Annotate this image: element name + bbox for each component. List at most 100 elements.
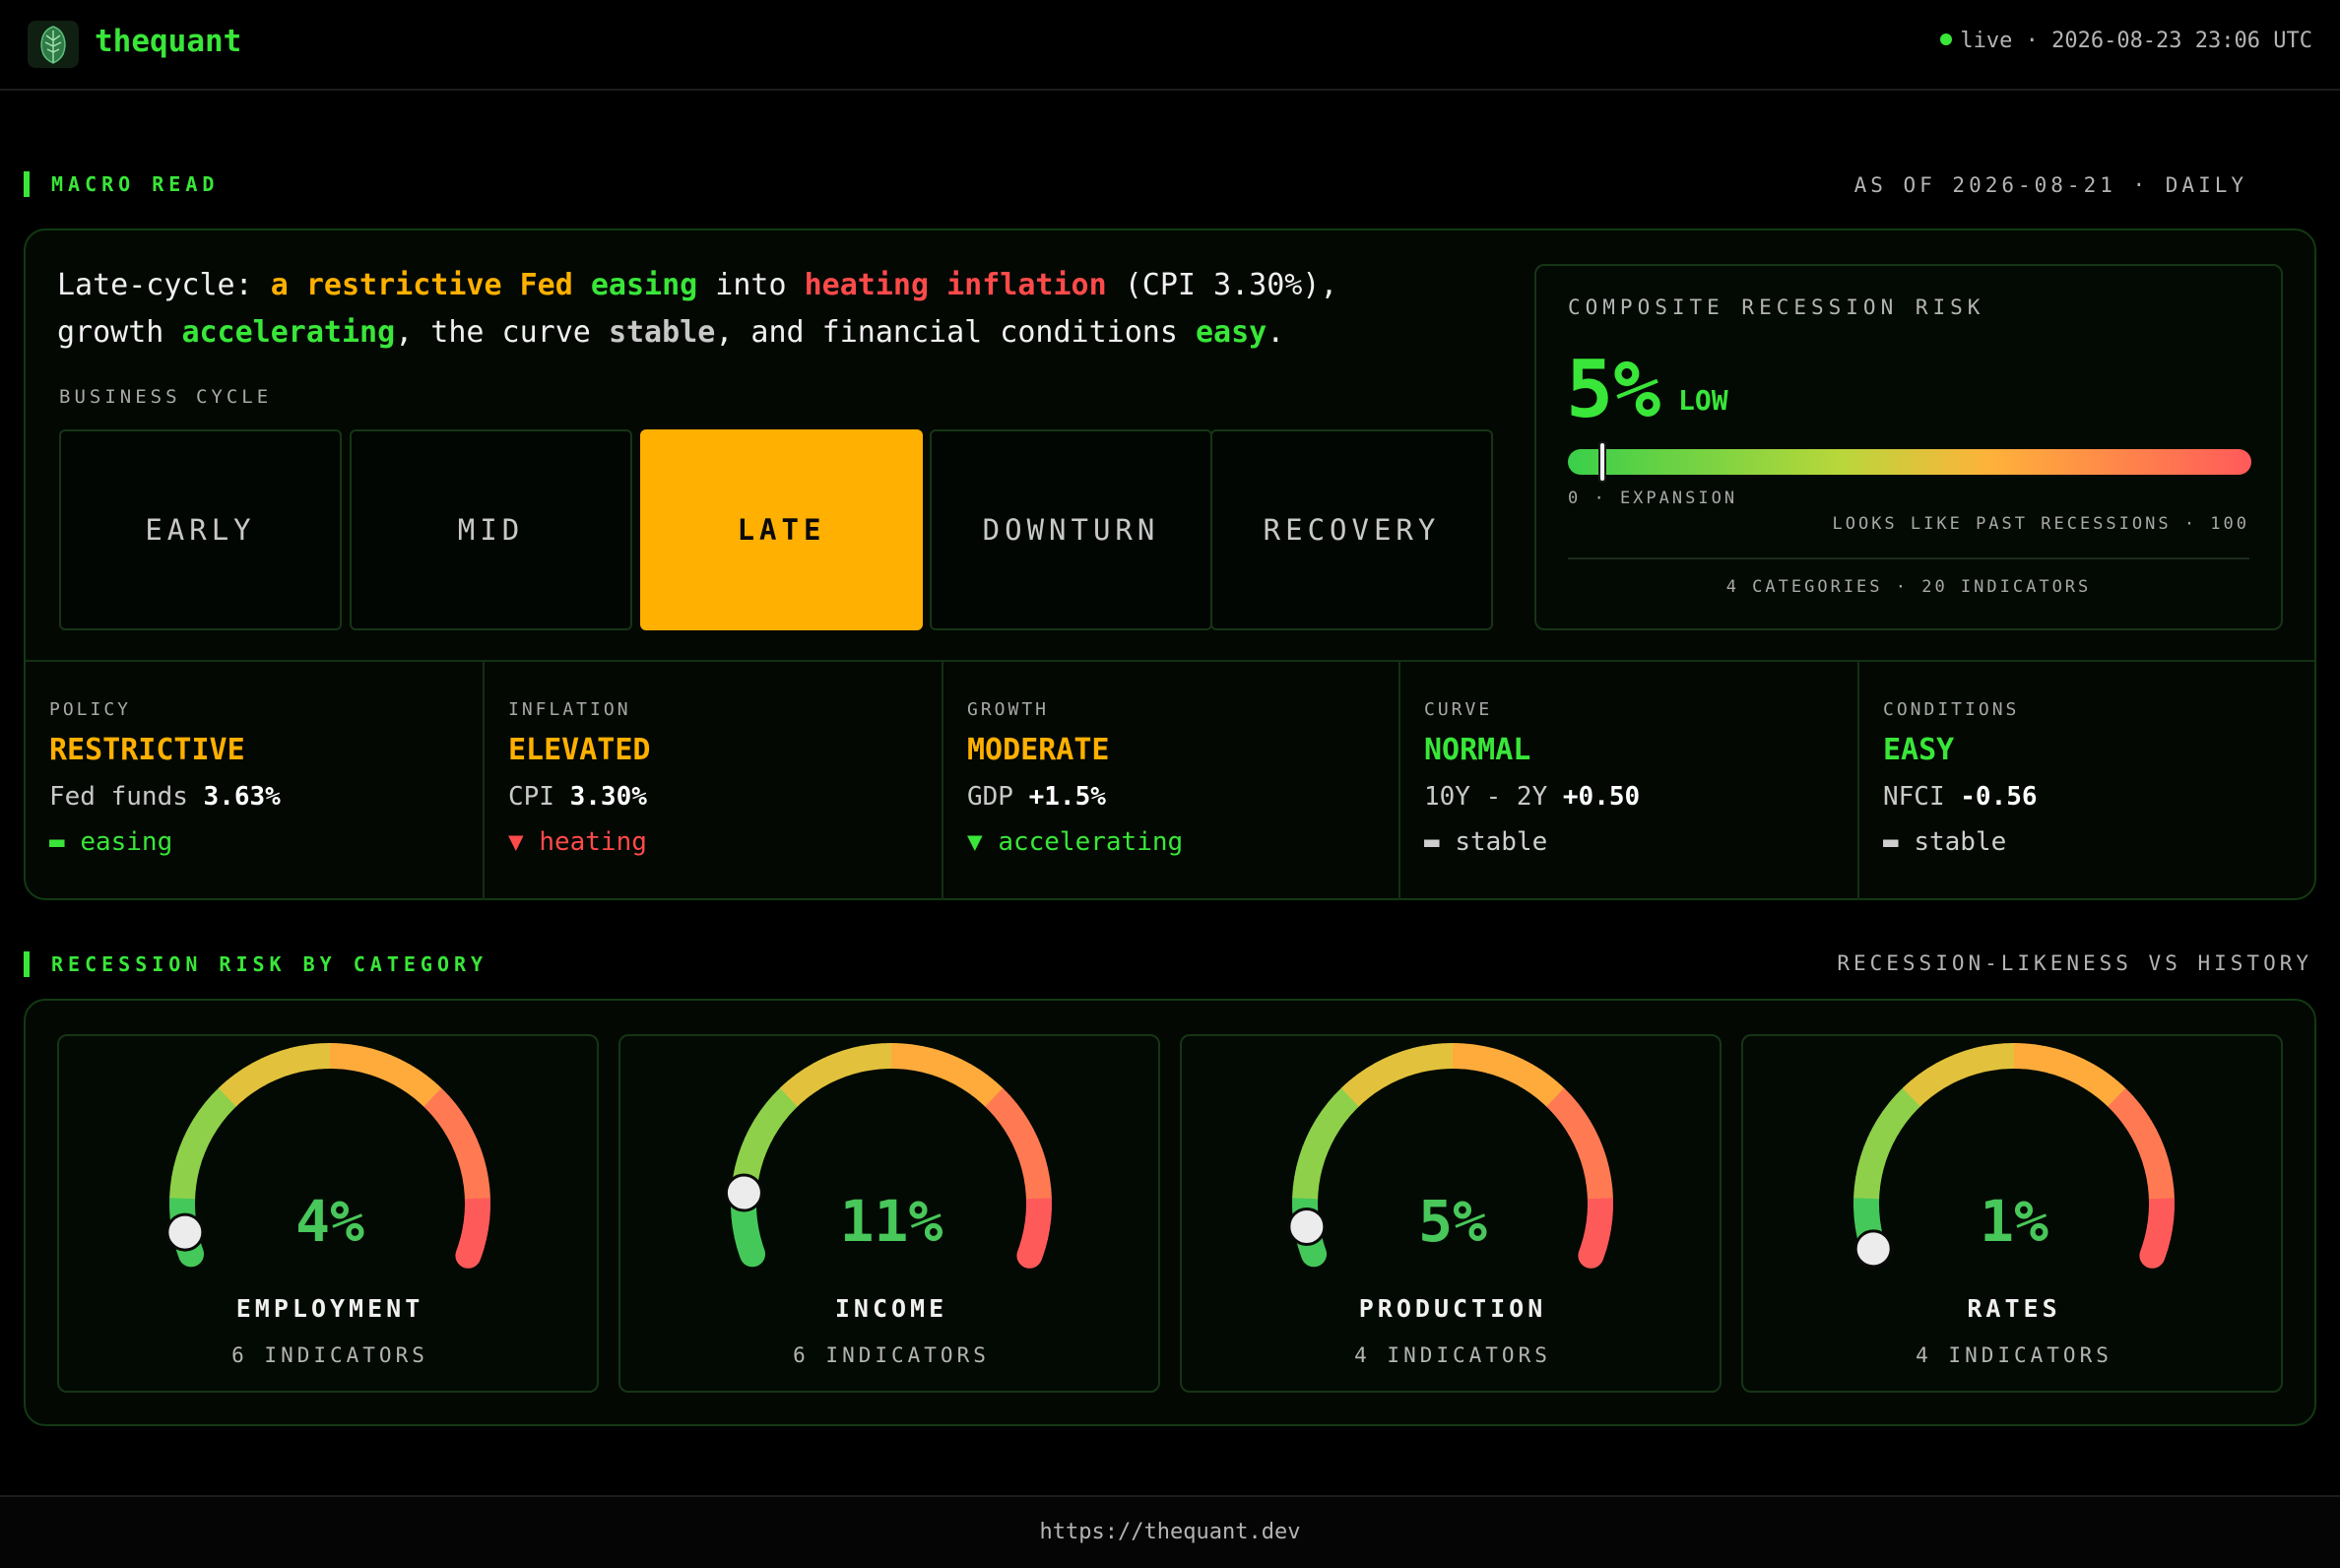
gauge-arc-segment	[2108, 1087, 2134, 1114]
brand-name[interactable]: thequant	[95, 24, 242, 59]
metric-value-line: NFCI -0.56	[1883, 782, 2038, 812]
gauge-arc-segment	[1392, 1050, 1412, 1079]
metric-curve: CURVE NORMAL 10Y - 2Y +0.50 ▬ stable	[1400, 662, 1859, 900]
gauge-arc-segment	[251, 1058, 274, 1086]
gauge-arc-segment	[455, 1232, 485, 1269]
gauge-arc-segment	[1526, 1069, 1550, 1097]
gauge-arc-segment	[371, 1051, 392, 1079]
gauge-arc-segment	[772, 1086, 799, 1113]
gauge-arc-segment	[434, 1103, 463, 1128]
gauge-arc-segment	[1503, 1054, 1525, 1083]
gauge-arc-segment	[2048, 1048, 2066, 1077]
footer: https://thequant.dev	[0, 1495, 2340, 1568]
gauge-arc-segment	[812, 1058, 835, 1086]
gauge-arc-segment	[388, 1059, 411, 1087]
metric-value-line: GDP +1.5%	[967, 782, 1106, 812]
gauge-arc-segment	[2055, 1051, 2076, 1079]
metric-label: INFLATION	[508, 699, 631, 720]
phase-downturn[interactable]: DOWNTURN	[930, 429, 1212, 630]
metric-policy: POLICY RESTRICTIVE Fed funds 3.63% ▬ eas…	[26, 662, 485, 900]
gauge-card-income[interactable]: 11% INCOME 6 INDICATORS	[618, 1034, 1160, 1393]
gauge-arc-segment	[821, 1054, 843, 1082]
gauge-arc-segment	[1855, 1165, 1883, 1182]
summary-text: , and financial conditions	[715, 315, 1196, 350]
gauge-arc-segment	[779, 1079, 806, 1107]
phase-mid[interactable]: MID	[350, 429, 632, 630]
metric-trend: ▬ easing	[49, 827, 172, 857]
footer-url[interactable]: https://thequant.dev	[1039, 1520, 1301, 1544]
gauge-arc-segment	[917, 1045, 934, 1074]
metric-trend: ▬ stable	[1883, 827, 2006, 857]
gauge-arc-segment	[1306, 1127, 1334, 1149]
metric-value-label: 10Y - 2Y	[1424, 782, 1563, 812]
gauge-name: EMPLOYMENT	[235, 1294, 424, 1323]
metric-status: ELEVATED	[508, 733, 651, 767]
gauge-arc-segment	[1511, 1059, 1533, 1087]
gauge-arc-segment	[183, 1127, 212, 1149]
metric-trend: ▬ stable	[1424, 827, 1547, 857]
gauge-arc-segment	[1302, 1137, 1331, 1157]
gauge-arc-segment	[1421, 1044, 1438, 1072]
gauge-arc-segment	[363, 1048, 382, 1077]
flat-trend-icon: ▬	[1883, 827, 1899, 857]
business-cycle-label: BUSINESS CYCLE	[59, 386, 273, 408]
gauge-production	[1287, 1043, 1613, 1269]
gauge-arc-segment	[179, 1137, 208, 1157]
gauge-card-rates[interactable]: 1% RATES 4 INDICATORS	[1741, 1034, 2283, 1393]
gauge-arc-segment	[741, 1137, 769, 1157]
gauge-value: 5%	[1418, 1188, 1487, 1255]
live-status: live · 2026-08-23 23:06 UTC	[1940, 29, 2312, 53]
summary-text: .	[1267, 315, 1285, 350]
metric-status: MODERATE	[967, 733, 1110, 767]
gauge-arc-segment	[2094, 1075, 2119, 1102]
gauge-name: INCOME	[834, 1294, 948, 1323]
gauge-arc-segment	[2072, 1059, 2095, 1087]
gauge-arc-segment	[289, 1045, 306, 1074]
gauge-arc-segment	[804, 1063, 827, 1091]
gauge-arc-segment	[1432, 1043, 1446, 1071]
gauge-card-employment[interactable]: 4% EMPLOYMENT 6 INDICATORS	[57, 1034, 599, 1393]
metric-value: 3.63%	[203, 782, 281, 812]
gauge-arc-segment	[429, 1095, 457, 1121]
gauge-arc-segment	[933, 1051, 953, 1079]
metric-value-label: CPI	[508, 782, 570, 812]
gauge-arc-segment	[1910, 1074, 1935, 1101]
live-label: live	[1960, 29, 2013, 53]
gauge-arc-segment	[461, 1167, 489, 1184]
gauge-arc-segment	[1310, 1118, 1338, 1142]
metric-value: +1.5%	[1028, 782, 1106, 812]
metric-value-line: CPI 3.30%	[508, 782, 647, 812]
gauge-arc-segment	[840, 1047, 859, 1076]
gauge-arc-segment	[1582, 1157, 1610, 1175]
gauge-arc-segment	[1401, 1047, 1420, 1076]
gauge-arc-segment	[198, 1101, 227, 1127]
gauge-knob	[724, 1173, 763, 1212]
summary-policy: a restrictive Fed	[270, 268, 573, 302]
gauge-indicators: 6 INDICATORS	[793, 1343, 990, 1367]
metric-label: POLICY	[49, 699, 132, 720]
gauge-arc-segment	[2022, 1043, 2037, 1071]
gauge-arc-segment	[456, 1147, 485, 1167]
gauge-arc-segment	[787, 1074, 812, 1101]
gauge-arc-segment	[403, 1069, 427, 1097]
live-dot-icon	[1940, 33, 1953, 45]
phase-early[interactable]: EARLY	[59, 429, 342, 630]
gauge-arc-segment	[1383, 1054, 1404, 1082]
gauge-card-production[interactable]: 5% PRODUCTION 4 INDICATORS	[1180, 1034, 1722, 1393]
gauge-arc-segment	[957, 1063, 981, 1091]
gauge-arc-segment	[765, 1093, 793, 1120]
phase-late[interactable]: LATE	[640, 429, 923, 630]
down-arrow-icon: ▼	[508, 827, 524, 857]
gauge-arc-segment	[759, 1101, 788, 1127]
gauge-employment	[165, 1043, 490, 1269]
leaf-icon[interactable]	[28, 21, 79, 68]
gauge-arc-segment	[298, 1044, 315, 1072]
summary-text: (CPI 3.30%),	[1106, 268, 1338, 302]
phase-recovery[interactable]: RECOVERY	[1210, 429, 1493, 630]
gauge-value: 4%	[295, 1188, 364, 1255]
gauge-arc-segment	[2137, 1138, 2166, 1158]
gauge-arc-segment	[2133, 1129, 2162, 1150]
composite-risk-title: COMPOSITE RECESSION RISK	[1568, 295, 1985, 319]
gauge-arc-segment	[985, 1087, 1011, 1114]
gauge-arc-segment	[2101, 1080, 2127, 1108]
